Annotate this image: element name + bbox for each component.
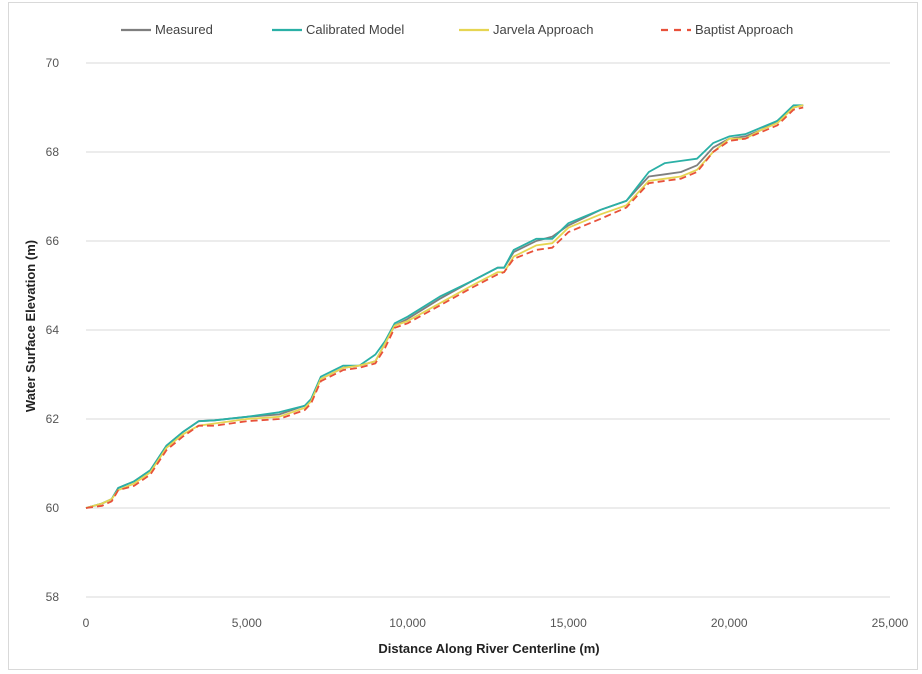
x-tick-label: 0 (83, 616, 90, 630)
series-line-2 (85, 104, 804, 509)
legend-label: Calibrated Model (306, 22, 404, 37)
y-tick-label: 66 (46, 234, 60, 248)
x-tick-label: 25,000 (872, 616, 909, 630)
y-tick-label: 58 (46, 590, 60, 604)
x-tick-labels: 0 5,000 10,000 15,000 20,000 25,000 (83, 616, 909, 630)
chart-frame: 58 60 62 64 66 68 70 0 5,000 10,000 15,000 20,000 2… (8, 2, 918, 670)
legend-label: Jarvela Approach (493, 22, 593, 37)
series-line-1 (85, 104, 804, 509)
x-tick-label: 20,000 (711, 616, 748, 630)
legend-label: Baptist Approach (695, 22, 793, 37)
gridlines (86, 62, 890, 598)
y-tick-label: 70 (46, 56, 60, 70)
series-lines (85, 104, 804, 509)
series-line-3 (85, 104, 804, 509)
y-tick-label: 62 (46, 412, 60, 426)
series-line-4 (85, 106, 804, 509)
y-tick-labels: 58 60 62 64 66 68 70 (46, 56, 60, 604)
x-axis-title: Distance Along River Centerline (m) (378, 641, 599, 656)
y-tick-label: 68 (46, 145, 60, 159)
x-tick-label: 15,000 (550, 616, 587, 630)
legend: Measured Calibrated Model Jarvela Approach… (121, 22, 793, 37)
legend-label: Measured (155, 22, 213, 37)
y-tick-label: 60 (46, 501, 60, 515)
line-chart: 58 60 62 64 66 68 70 0 5,000 10,000 15,000 20,000 2… (23, 22, 909, 656)
x-tick-label: 5,000 (232, 616, 262, 630)
y-tick-label: 64 (46, 323, 60, 337)
x-tick-label: 10,000 (389, 616, 426, 630)
y-axis-title: Water Surface Elevation (m) (23, 240, 38, 412)
